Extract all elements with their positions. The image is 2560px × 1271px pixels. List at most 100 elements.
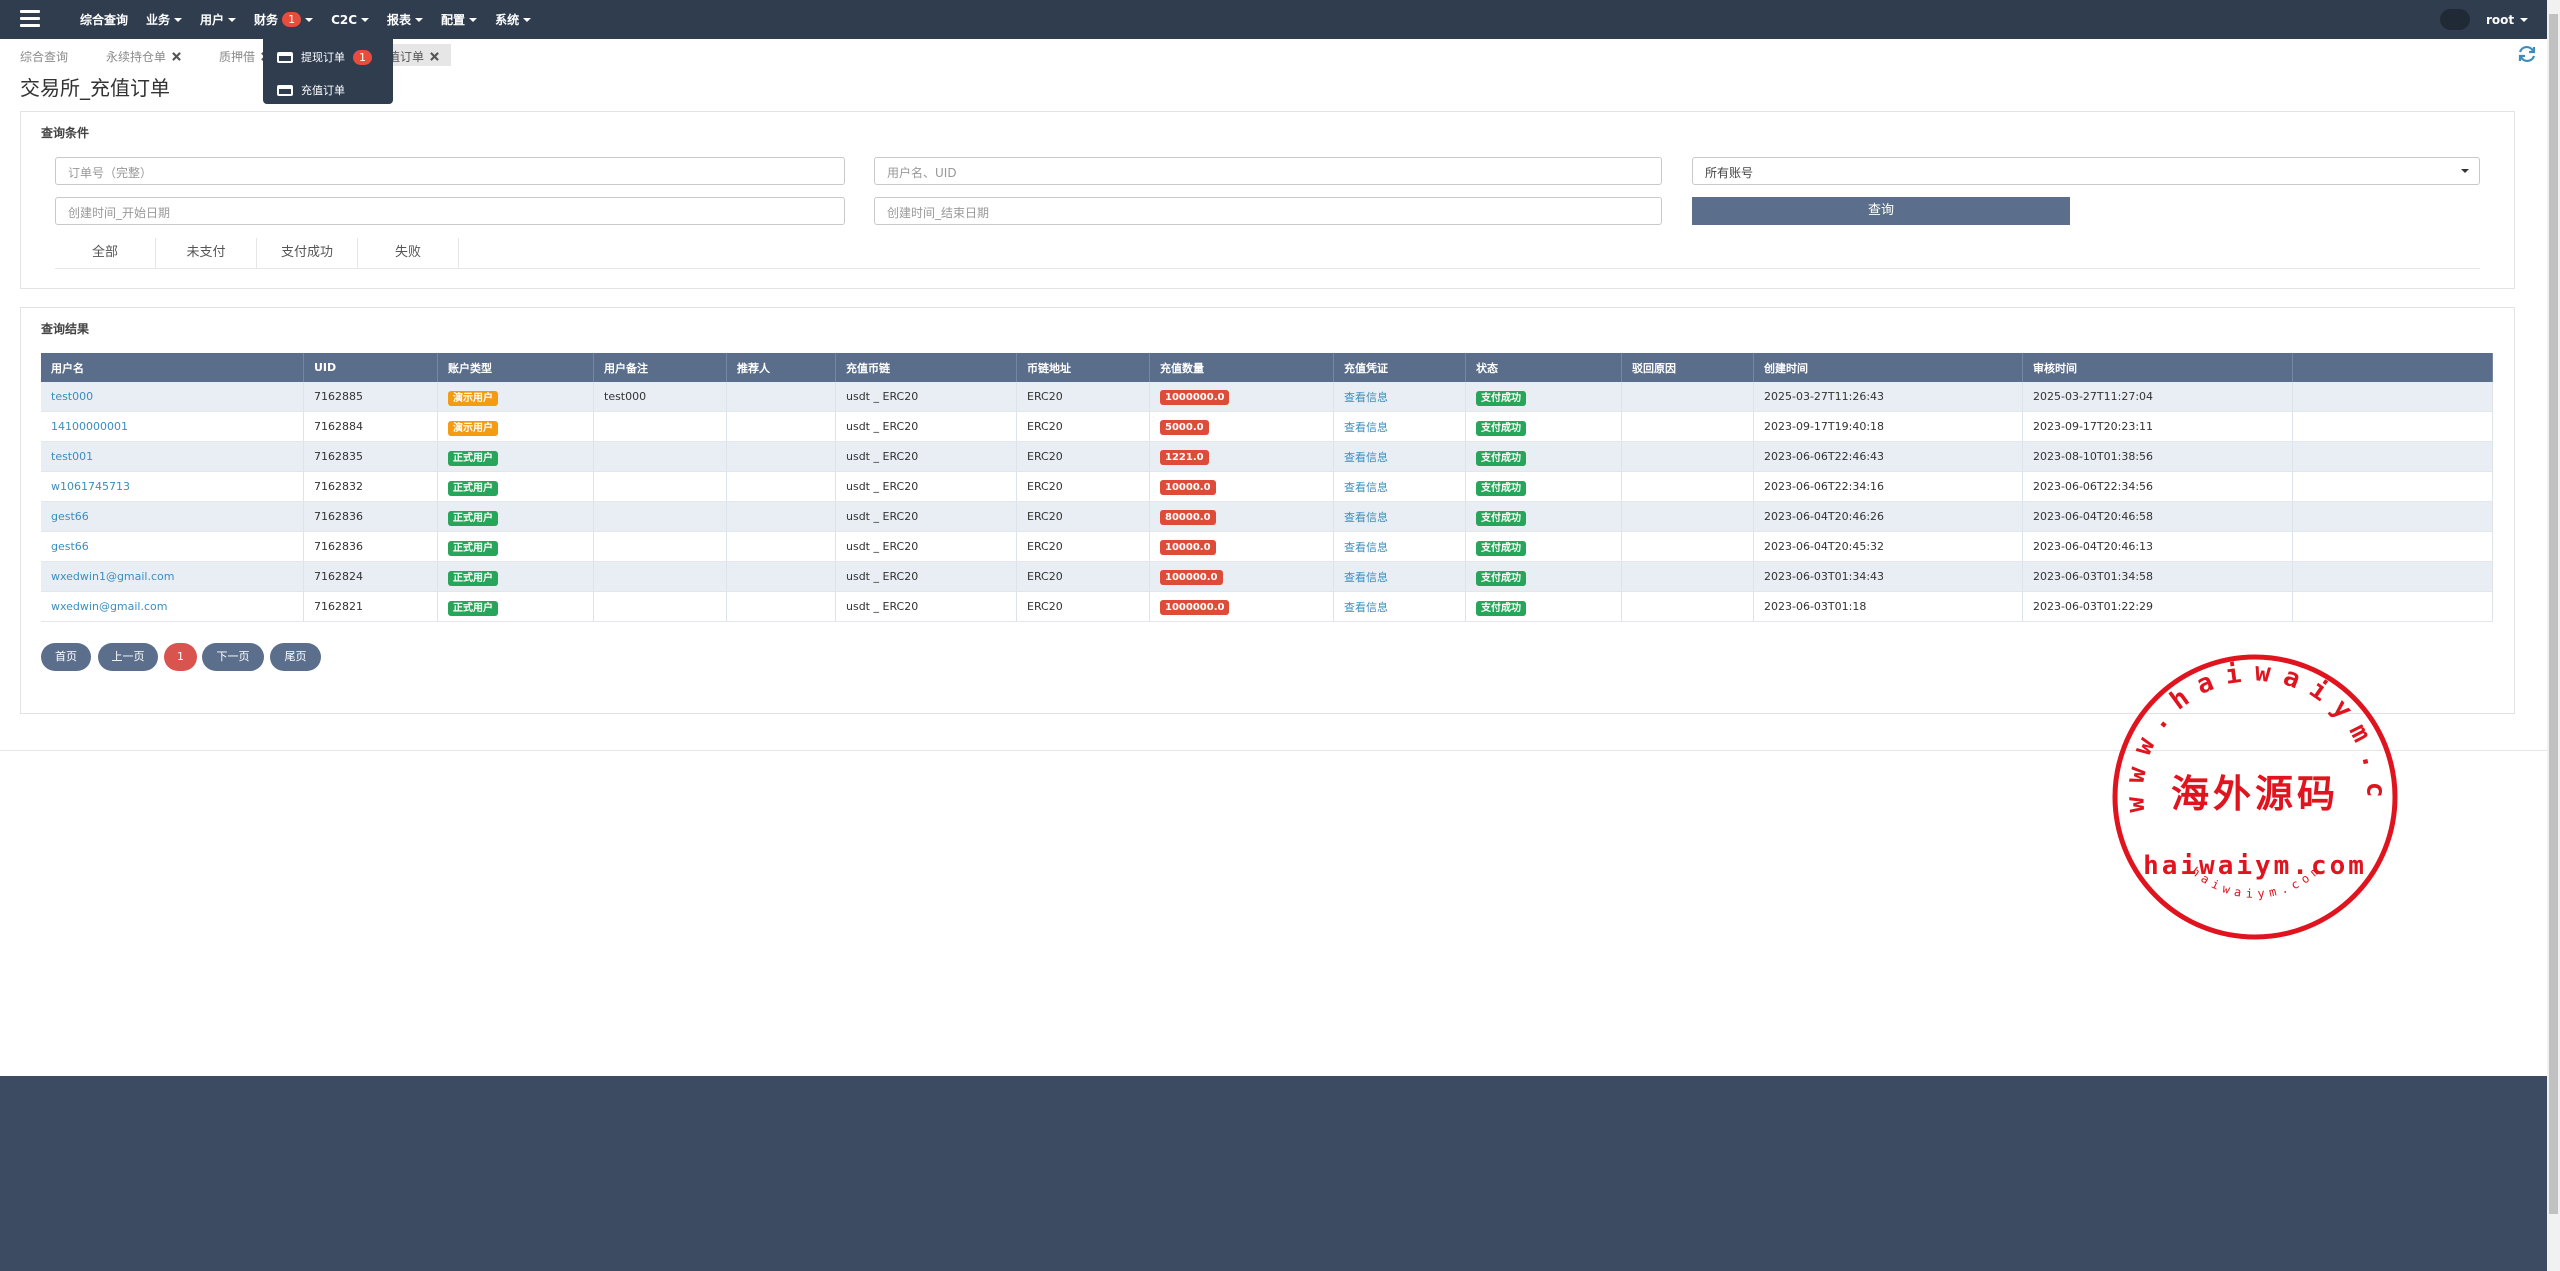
- proof-link[interactable]: 查看信息: [1344, 420, 1388, 434]
- page-tab[interactable]: 综合查询: [20, 44, 82, 66]
- table-cell: 2023-06-06T22:46:43: [1753, 441, 2023, 472]
- table-cell: [2292, 382, 2493, 412]
- table-cell: usdt _ ERC20: [835, 501, 1017, 532]
- cell-text: usdt _ ERC20: [846, 510, 919, 523]
- close-icon[interactable]: [430, 52, 439, 61]
- current-page[interactable]: 1: [164, 643, 197, 671]
- menu-item[interactable]: C2C: [331, 13, 370, 27]
- tab-label: 质押借: [219, 50, 256, 64]
- status-tab[interactable]: 全部: [55, 238, 156, 268]
- username-link[interactable]: test000: [51, 390, 94, 403]
- column-header: 充值数量: [1149, 353, 1334, 382]
- table-cell: gest66: [41, 501, 304, 532]
- status-tag: 支付成功: [1476, 421, 1526, 436]
- cell-text: usdt _ ERC20: [846, 390, 919, 403]
- status-tab[interactable]: 未支付: [156, 238, 257, 268]
- header-row: 用户名 UID 账户类型 用户备注 推荐人 充值币链 币链地址 充值数量 充值凭证 状态 驳回原因创…: [41, 353, 2493, 382]
- username-link[interactable]: gest66: [51, 540, 89, 553]
- refresh-button[interactable]: [2517, 44, 2537, 64]
- end-date-input[interactable]: 创建时间_结束日期: [874, 197, 1662, 225]
- cell-text: usdt _ ERC20: [846, 600, 919, 613]
- user-input[interactable]: 用户名、UID: [874, 157, 1662, 185]
- table-cell: [1621, 471, 1754, 502]
- menu-label: 业务: [146, 13, 171, 27]
- account-type-tag: 正式用户: [448, 601, 498, 616]
- proof-link[interactable]: 查看信息: [1344, 510, 1388, 524]
- table-cell: 2023-06-04T20:46:26: [1753, 501, 2023, 532]
- table-cell: 2023-09-17T19:40:18: [1753, 411, 2023, 442]
- column-header: [2292, 353, 2493, 382]
- proof-link[interactable]: 查看信息: [1344, 570, 1388, 584]
- menu-item[interactable]: 系统: [495, 11, 532, 28]
- status-tab[interactable]: 失败: [358, 238, 459, 268]
- table-cell: [593, 411, 727, 442]
- status-tabs: 全部 未支付 支付成功 失败: [55, 238, 2480, 269]
- cell-text: 7162836: [314, 510, 363, 523]
- table-cell: [593, 531, 727, 562]
- username-link[interactable]: wxedwin@gmail.com: [51, 600, 168, 613]
- proof-link[interactable]: 查看信息: [1344, 480, 1388, 494]
- table-cell: [726, 411, 836, 442]
- table-cell: 2023-06-04T20:46:58: [2022, 501, 2293, 532]
- menu-toggle[interactable]: [20, 10, 40, 28]
- table-cell: 2023-06-03T01:18: [1753, 591, 2023, 622]
- menu-label: 财务: [254, 13, 279, 27]
- prev-page[interactable]: 上一页: [98, 643, 158, 671]
- amount-tag: 1000000.0: [1160, 600, 1230, 615]
- table-cell: test000: [41, 382, 304, 412]
- table-cell: 正式用户: [437, 561, 594, 592]
- status-tag: 支付成功: [1476, 481, 1526, 496]
- order-input[interactable]: 订单号（完整）: [55, 157, 845, 185]
- menu-item[interactable]: 综合查询: [80, 11, 128, 28]
- dropdown-item[interactable]: 提现订单 1: [277, 49, 372, 65]
- proof-link[interactable]: 查看信息: [1344, 390, 1388, 404]
- menu-item[interactable]: 用户: [200, 11, 237, 28]
- cell-text: ERC20: [1027, 600, 1063, 613]
- table-cell: [593, 591, 727, 622]
- username-link[interactable]: wxedwin1@gmail.com: [51, 570, 175, 583]
- table-cell: 2023-06-04T20:45:32: [1753, 531, 2023, 562]
- table-cell: 2023-06-03T01:34:58: [2022, 561, 2293, 592]
- column-header: 审核时间: [2022, 353, 2293, 382]
- table-cell: [593, 561, 727, 592]
- table-cell: 查看信息: [1333, 531, 1466, 562]
- username-link[interactable]: w1061745713: [51, 480, 130, 493]
- username-link[interactable]: 14100000001: [51, 420, 128, 433]
- table-cell: 2023-06-04T20:46:13: [2022, 531, 2293, 562]
- first-page[interactable]: 首页: [41, 643, 91, 671]
- column-header: 充值币链: [835, 353, 1017, 382]
- user-menu[interactable]: root: [2486, 0, 2529, 39]
- results-panel: 查询结果 用户名 UID 账户类型 用户备注 推荐人 充值币链 币链地址 充值数量 充值凭证 状态…: [20, 307, 2515, 714]
- search-button[interactable]: 查询: [1692, 197, 2070, 225]
- table-cell: 2023-06-06T22:34:16: [1753, 471, 2023, 502]
- top-navbar: 综合查询 业务 用户 财务 1 C2C 报表 配置 系统 root: [0, 0, 2547, 39]
- proof-link[interactable]: 查看信息: [1344, 540, 1388, 554]
- divider: [0, 750, 2547, 751]
- proof-link[interactable]: 查看信息: [1344, 450, 1388, 464]
- close-icon[interactable]: [172, 52, 181, 61]
- username-link[interactable]: gest66: [51, 510, 89, 523]
- column-header: 充值凭证: [1333, 353, 1466, 382]
- username-link[interactable]: test001: [51, 450, 94, 463]
- tab-label: 综合查询: [20, 50, 69, 64]
- messages-button[interactable]: [2440, 9, 2470, 30]
- dropdown-item[interactable]: 充值订单: [277, 82, 345, 98]
- menu-item[interactable]: 配置: [441, 11, 478, 28]
- cell-text: ERC20: [1027, 420, 1063, 433]
- menu-item[interactable]: 业务: [146, 11, 183, 28]
- menu-label: 综合查询: [80, 13, 129, 27]
- next-page[interactable]: 下一页: [202, 643, 264, 671]
- cell-text: 7162885: [314, 390, 363, 403]
- cell-text: 7162821: [314, 600, 363, 613]
- menu-item[interactable]: 报表: [387, 11, 424, 28]
- last-page[interactable]: 尾页: [270, 643, 321, 671]
- start-date-input[interactable]: 创建时间_开始日期: [55, 197, 845, 225]
- menu-label: 报表: [387, 13, 412, 27]
- page-tab[interactable]: 永续持仓单: [106, 44, 195, 66]
- menu-item[interactable]: 财务 1: [254, 11, 314, 28]
- scrollbar-thumb[interactable]: [2549, 14, 2558, 1214]
- status-tab[interactable]: 支付成功: [257, 238, 358, 268]
- proof-link[interactable]: 查看信息: [1344, 600, 1388, 614]
- account-select[interactable]: 所有账号: [1692, 157, 2480, 185]
